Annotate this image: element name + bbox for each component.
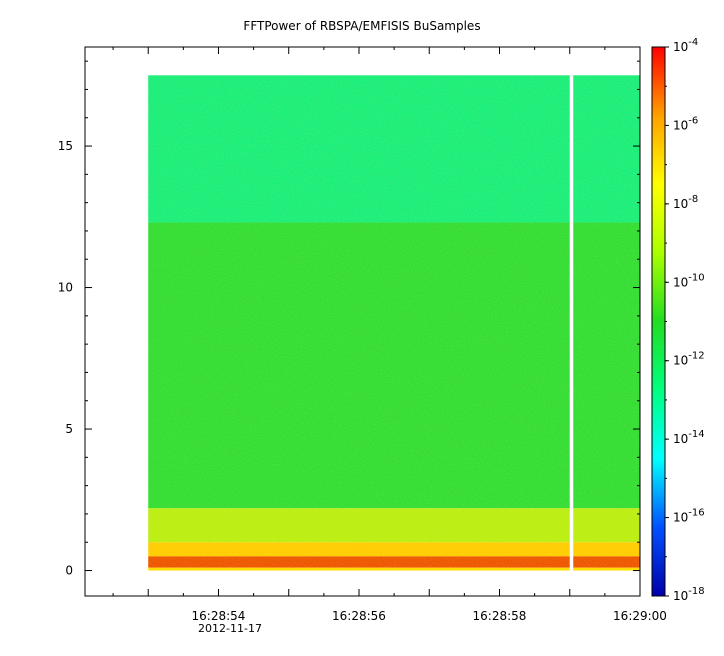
y-tick-label: 10 [58,281,73,295]
x-tick-label: 16:28:54 [192,609,246,623]
y-tick-label: 5 [65,422,73,436]
y-tick-label: 15 [58,139,73,153]
date-label: 2012-11-17 [198,622,262,635]
chart-title: FFTPower of RBSPA/EMFISIS BuSamples [243,19,480,33]
colorbar-tick-label: 10-4 [673,37,698,54]
data-gap [569,75,574,571]
x-axis: 16:28:54 16:28:56 16:28:58 16:29:00 [112,47,667,623]
colorbar-tick-label: 10-6 [673,115,698,132]
colorbar-tick-label: 10-8 [673,194,698,211]
y-axis: 0 5 10 15 [58,60,640,578]
colorbar-tick-label: 10-18 [673,586,705,603]
colorbar-tick-label: 10-12 [673,351,705,368]
x-tick-label: 16:28:58 [473,609,527,623]
spectrogram-noise-overlay [148,75,640,571]
colorbar [651,46,666,597]
x-tick-label: 16:28:56 [332,609,386,623]
colorbar-ticks: 10-4 10-6 10-8 10-10 10-12 10-14 10-16 10-18 [665,37,705,603]
colorbar-tick-label: 10-10 [673,272,705,289]
plot-frame [84,46,641,597]
x-tick-label: 16:29:00 [613,609,667,623]
y-tick-label: 0 [65,564,73,578]
colorbar-tick-label: 10-14 [673,429,705,446]
colorbar-tick-label: 10-16 [673,508,705,525]
